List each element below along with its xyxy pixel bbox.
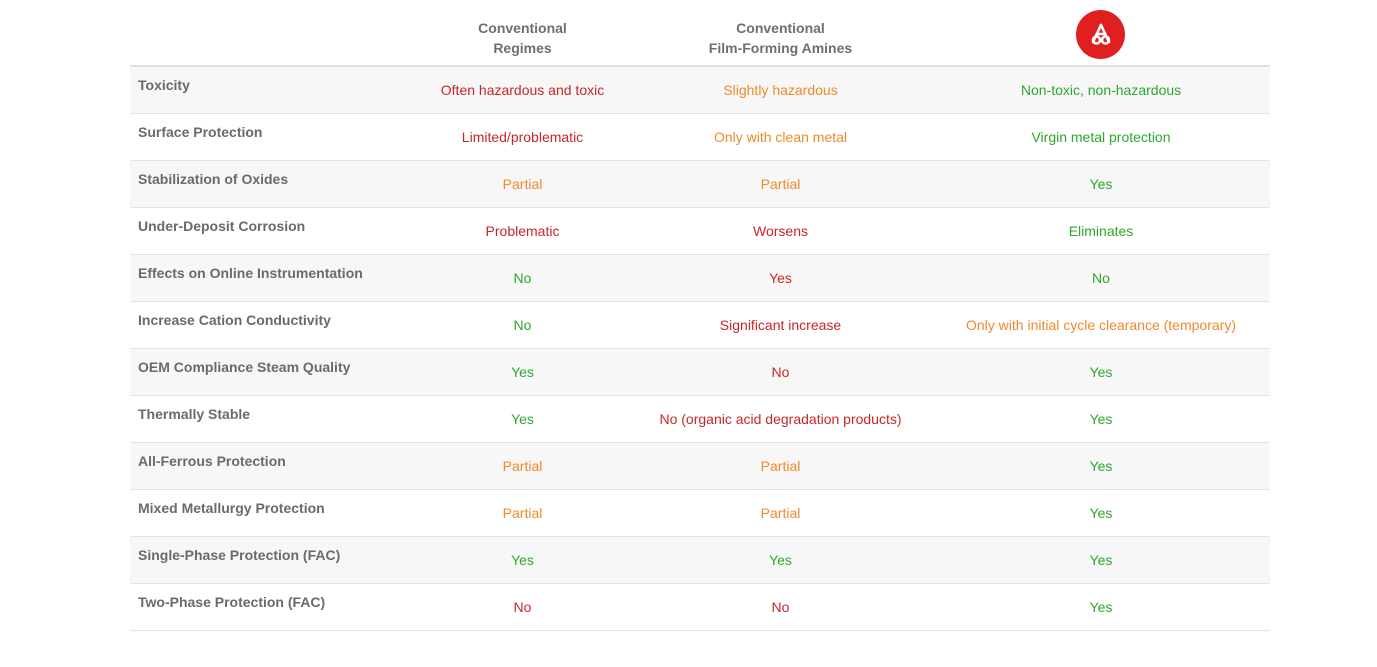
row-label: Thermally Stable — [138, 406, 251, 422]
cell-film-forming-amines: Yes — [769, 270, 792, 286]
cell-conventional-regimes: Yes — [511, 411, 534, 427]
row-label: Two-Phase Protection (FAC) — [138, 594, 326, 610]
cell-film-forming-amines: No — [771, 599, 790, 615]
cell-brand: No — [1092, 270, 1110, 286]
cell-film-forming-amines: Partial — [760, 505, 801, 521]
cell-conventional-regimes: Problematic — [485, 223, 560, 239]
row-label: Surface Protection — [138, 124, 263, 140]
cell-brand: Yes — [1089, 176, 1113, 192]
cell-film-forming-amines: Partial — [760, 176, 801, 192]
table-row: Two-Phase Protection (FAC) No No Yes — [130, 584, 1270, 631]
cell-conventional-regimes: Partial — [502, 505, 543, 521]
table-row: Increase Cation Conductivity No Significan… — [130, 302, 1270, 349]
table-row: Effects on Online Instrumentation No Yes No — [130, 255, 1270, 302]
cell-conventional-regimes: Limited/problematic — [461, 129, 584, 145]
row-label: Effects on Online Instrumentation — [138, 265, 363, 281]
cell-film-forming-amines: Partial — [760, 458, 801, 474]
table-row: Surface Protection Limited/problematic Onl… — [130, 114, 1270, 161]
brand-logo-glyph — [1091, 23, 1110, 45]
table-row: Toxicity Often hazardous and toxic Slightl… — [130, 67, 1270, 114]
table-row: Mixed Metallurgy Protection Partial Partia… — [130, 490, 1270, 537]
cell-conventional-regimes: Partial — [502, 458, 543, 474]
cell-brand: Yes — [1089, 364, 1113, 380]
cell-brand: Virgin metal protection — [1031, 129, 1171, 145]
table-row: Single-Phase Protection (FAC) Yes Yes Yes — [130, 537, 1270, 584]
row-label: OEM Compliance Steam Quality — [138, 359, 351, 375]
cell-conventional-regimes: Partial — [502, 176, 543, 192]
cell-conventional-regimes: No — [513, 270, 532, 286]
cell-brand: Yes — [1089, 458, 1113, 474]
cell-brand: Yes — [1089, 599, 1113, 615]
table-row: OEM Compliance Steam Quality Yes No Yes — [130, 349, 1270, 396]
cell-brand: Non-toxic, non-hazardous — [1020, 82, 1182, 98]
cell-film-forming-amines: No (organic acid degradation products) — [659, 411, 902, 427]
table-row: All-Ferrous Protection Partial Partial Yes — [130, 443, 1270, 490]
cell-brand: Eliminates — [1068, 223, 1134, 239]
cell-conventional-regimes: Yes — [511, 552, 534, 568]
table-row: Under-Deposit Corrosion Problematic Worsen… — [130, 208, 1270, 255]
cell-film-forming-amines: Yes — [769, 552, 792, 568]
cell-film-forming-amines: Only with clean metal — [713, 129, 848, 145]
brand-logo-icon — [1076, 10, 1125, 59]
cell-conventional-regimes: No — [513, 599, 532, 615]
row-label: Under-Deposit Corrosion — [138, 218, 306, 234]
cell-brand: Yes — [1089, 411, 1113, 427]
cell-film-forming-amines: Significant increase — [719, 317, 842, 333]
row-label: Single-Phase Protection (FAC) — [138, 547, 341, 563]
table-row: Thermally Stable Yes No (organic acid degr… — [130, 396, 1270, 443]
cell-conventional-regimes: Yes — [511, 364, 534, 380]
cell-film-forming-amines: Slightly hazardous — [723, 82, 838, 98]
header-film-forming-amines: Conventional Film-Forming Amines — [708, 20, 853, 56]
cell-brand: Yes — [1089, 505, 1113, 521]
row-label: Toxicity — [138, 77, 190, 93]
row-label: Mixed Metallurgy Protection — [138, 500, 325, 516]
table-body: Toxicity Often hazardous and toxic Slightl… — [130, 67, 1270, 631]
cell-brand: Only with initial cycle clearance (tempo… — [966, 317, 1236, 333]
row-label: Increase Cation Conductivity — [138, 312, 331, 328]
row-label: All-Ferrous Protection — [138, 453, 286, 469]
cell-conventional-regimes: No — [513, 317, 532, 333]
cell-film-forming-amines: Worsens — [753, 223, 808, 239]
comparison-table: Conventional Regimes Conventional Film-F… — [130, 0, 1270, 631]
cell-brand: Yes — [1089, 552, 1113, 568]
table-row: Stabilization of Oxides Partial Partial Yes — [130, 161, 1270, 208]
row-label: Stabilization of Oxides — [138, 171, 289, 187]
cell-conventional-regimes: Often hazardous and toxic — [440, 82, 605, 98]
header-conventional-regimes: Conventional Regimes — [478, 20, 567, 56]
table-header: Conventional Regimes Conventional Film-F… — [130, 0, 1270, 67]
cell-film-forming-amines: No — [771, 364, 790, 380]
